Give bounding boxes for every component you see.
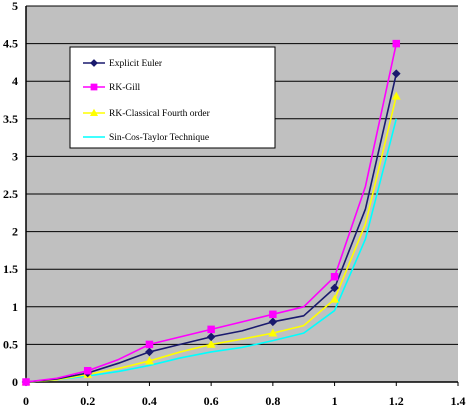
- data-point-rk-classical-fourth-order: [268, 328, 278, 337]
- legend-entry-sin-cos-taylor-technique: Sin-Cos-Taylor Technique: [83, 133, 209, 143]
- x-tick-label: 1: [332, 394, 338, 408]
- data-point-rk-classical-fourth-order: [206, 339, 216, 348]
- data-point-explicit-euler: [391, 69, 401, 78]
- data-point-rk-gill: [269, 310, 277, 319]
- x-tick-label: 0.8: [265, 394, 280, 408]
- x-tick-label: 0: [23, 394, 29, 408]
- legend: Explicit Euler RK-Gill RK-Classical Fourth…: [69, 46, 276, 149]
- legend-label: RK-Gill: [109, 83, 141, 93]
- legend-swatch-marker: [90, 59, 98, 67]
- legend-entry-rk-gill: RK-Gill: [83, 83, 141, 93]
- data-point-rk-gill: [392, 39, 401, 48]
- legend-label: Sin-Cos-Taylor Technique: [109, 133, 209, 143]
- x-tick-label: 0.4: [142, 394, 157, 408]
- x-tick-labels: 0 0.2 0.4 0.6 0.8 1 1.2 1.4: [23, 394, 466, 408]
- x-tick-label: 0.2: [80, 394, 95, 408]
- legend-box: [69, 46, 276, 149]
- data-point-rk-gill: [330, 272, 339, 281]
- legend-swatch-marker: [90, 83, 98, 91]
- data-point-rk-gill: [22, 378, 30, 386]
- data-point-rk-classical-fourth-order: [391, 91, 401, 100]
- legend-entry-explicit-euler: Explicit Euler: [83, 59, 163, 69]
- data-point-rk-classical-fourth-order: [330, 294, 340, 303]
- data-point-rk-gill: [83, 366, 92, 375]
- x-tick-label: 1.2: [389, 394, 404, 408]
- y-tick-label: 2: [12, 225, 18, 239]
- y-tick-label: 4: [12, 74, 18, 88]
- y-tick-label: 5: [12, 0, 18, 13]
- data-point-rk-classical-fourth-order: [144, 356, 154, 365]
- y-tick-label: 2.5: [3, 187, 18, 201]
- x-tick-label: 0.6: [204, 394, 219, 408]
- y-tick-label: 1: [12, 300, 18, 314]
- x-tick-label: 1.4: [451, 394, 466, 408]
- y-tick-label: 3.5: [3, 112, 18, 126]
- data-point-rk-gill: [145, 340, 154, 349]
- y-tick-label: 3: [12, 149, 18, 163]
- y-tick-labels: 0 0.5 1 1.5 2 2.5 3 3.5 4 4.5 5: [3, 0, 18, 389]
- y-tick-label: 0.5: [3, 337, 18, 351]
- data-point-explicit-euler: [268, 317, 278, 327]
- legend-swatch-marker: [89, 108, 99, 117]
- y-tick-label: 4.5: [3, 37, 18, 51]
- data-point-rk-gill: [207, 325, 215, 334]
- legend-label: Explicit Euler: [109, 59, 163, 69]
- series-rk-gill: [22, 39, 401, 386]
- series-layer: [21, 39, 401, 387]
- axes: [25, 6, 459, 386]
- data-point-explicit-euler: [330, 283, 339, 293]
- y-tick-label: 1.5: [3, 262, 18, 276]
- y-tick-label: 0: [12, 375, 18, 389]
- data-point-explicit-euler: [145, 347, 154, 357]
- legend-entry-rk-classical-fourth-order: RK-Classical Fourth order: [83, 108, 211, 119]
- data-point-explicit-euler: [206, 332, 216, 342]
- legend-label: RK-Classical Fourth order: [109, 109, 211, 119]
